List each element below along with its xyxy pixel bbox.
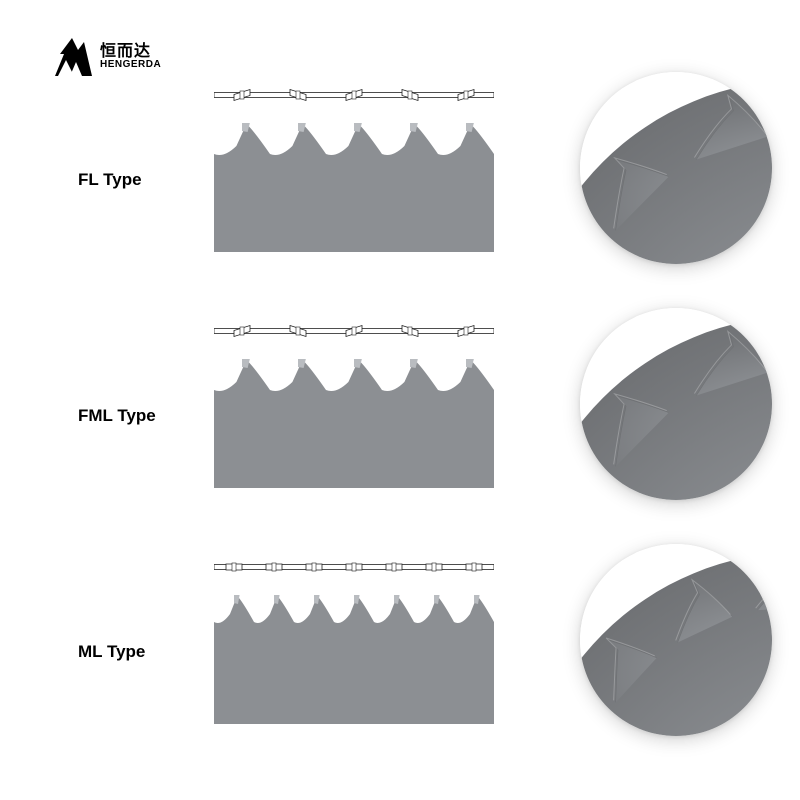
tooth-set-strip <box>214 322 494 340</box>
blade-profile <box>214 594 494 724</box>
blade-detail-circle <box>580 72 772 264</box>
tooth-set-strip <box>214 558 494 576</box>
blade-profile <box>214 122 494 252</box>
blade-detail-circle <box>580 544 772 736</box>
type-label: FML Type <box>78 406 156 426</box>
tooth-set-strip <box>214 86 494 104</box>
type-label: FL Type <box>78 170 142 190</box>
logo-chinese: 恒而达 <box>100 44 161 60</box>
type-label: ML Type <box>78 642 145 662</box>
blade-type-row: FML Type <box>0 296 800 506</box>
blade-type-row: ML Type <box>0 532 800 742</box>
blade-type-row: FL Type <box>0 60 800 270</box>
blade-profile <box>214 358 494 488</box>
blade-detail-circle <box>580 308 772 500</box>
